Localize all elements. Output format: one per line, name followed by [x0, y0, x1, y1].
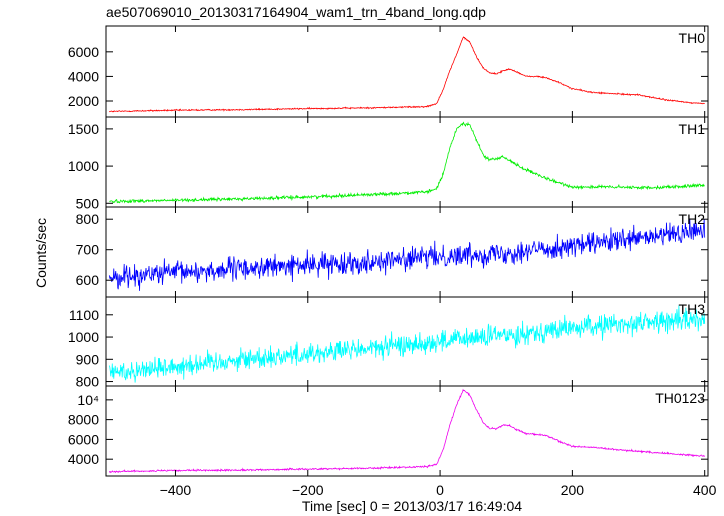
figure-title: ae507069010_20130317164904_wam1_trn_4ban…	[106, 4, 486, 20]
panel-frame-th0123	[105, 385, 709, 477]
y-tick-label: 8000	[68, 412, 99, 428]
panel-th0123: TH0123 4000 6000 8000 10⁴	[68, 385, 709, 477]
panel-label-th1: TH1	[679, 121, 706, 137]
y-tick-label: 10⁴	[77, 392, 99, 408]
x-tick-label: 400	[693, 482, 717, 498]
panel-th3: TH3 800 900 1000 1100	[68, 296, 709, 390]
y-tick-label: 4000	[68, 68, 99, 84]
y-tick-label: 1500	[68, 121, 99, 137]
y-axis-label: Counts/sec	[33, 218, 49, 288]
x-tick-label: 0	[436, 482, 444, 498]
y-tick-label: 800	[76, 374, 100, 390]
panels-group: TH0200040006000TH150010001500TH260070080…	[68, 25, 717, 498]
panel-th2: TH2 600 700 800	[76, 206, 709, 298]
panel-label-th2: TH2	[679, 211, 706, 227]
series-line-th3	[108, 305, 706, 383]
y-tick-label: 900	[76, 351, 100, 367]
x-tick-label: 200	[561, 482, 585, 498]
y-tick-label: 500	[76, 195, 100, 211]
series-line-th1	[109, 121, 705, 204]
panel-frame-th2	[105, 206, 709, 298]
x-tick-label: −200	[292, 482, 324, 498]
panel-label-th0123: TH0123	[655, 390, 705, 406]
y-tick-label: 6000	[68, 44, 99, 60]
y-tick-label: 600	[76, 272, 100, 288]
panel-label-th0: TH0	[679, 30, 706, 46]
y-tick-label: 2000	[68, 93, 99, 109]
x-axis-label: Time [sec] 0 = 2013/03/17 16:49:04	[302, 498, 522, 514]
panel-frame-th0	[105, 25, 709, 118]
y-tick-label: 1000	[68, 329, 99, 345]
panel-th0: TH0 2000 4000 6000	[68, 25, 709, 118]
series-line-th0123	[108, 388, 705, 474]
y-tick-label: 1100	[69, 307, 99, 323]
y-tick-label: 4000	[68, 451, 99, 467]
y-tick-label: 1000	[68, 158, 99, 174]
y-tick-label: 700	[76, 242, 100, 258]
y-tick-label: 800	[76, 211, 100, 227]
x-tick-label: −400	[160, 482, 192, 498]
panel-th1: TH1 500 1000 1500	[68, 116, 709, 211]
series-line-th2	[108, 218, 706, 291]
series-line-th0	[109, 36, 705, 113]
panel-label-th3: TH3	[679, 301, 706, 317]
y-tick-label: 6000	[68, 431, 99, 447]
